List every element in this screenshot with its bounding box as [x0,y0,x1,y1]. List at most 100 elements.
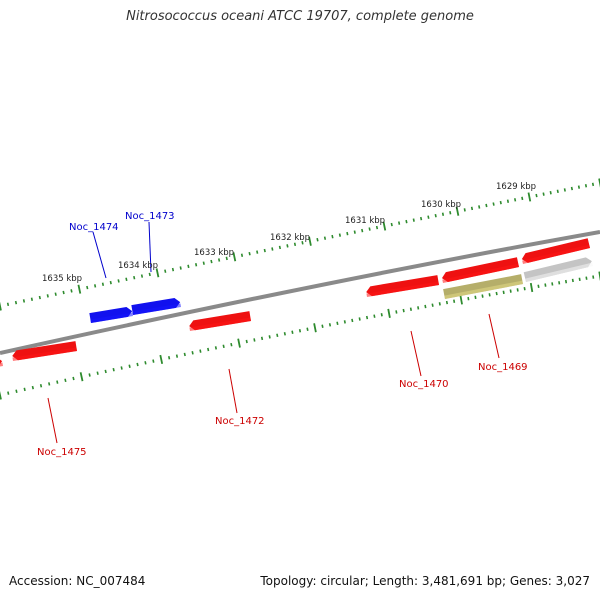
minor-tick [463,208,466,212]
scale-label-1630: 1630 kbp [421,200,461,210]
minor-tick [438,302,441,306]
minor-tick [293,242,297,247]
minor-tick [395,310,398,314]
minor-tick [571,278,574,283]
major-tick [387,308,391,318]
minor-tick [516,288,519,292]
minor-tick [441,212,445,216]
minor-tick [591,182,595,187]
minor-tick [202,261,205,265]
minor-tick [397,221,401,225]
major-tick [313,323,317,333]
gene-label-noc-1469: Noc_1469 [478,362,528,373]
gene-arrow-shade [90,312,133,323]
minor-tick [402,308,405,313]
minor-tick [253,338,256,342]
gene-arrow-shade [189,317,251,331]
minor-tick [481,294,484,298]
label-leaders [47,221,500,444]
minor-tick [15,389,18,394]
scale-label-1632: 1632 kbp [270,233,310,243]
gene-features [0,238,593,367]
minor-tick [256,250,259,254]
minor-tick [140,274,144,278]
minor-tick [64,378,67,383]
minor-tick [39,384,43,388]
minor-tick [179,266,182,270]
minor-tick [564,279,568,284]
minor-tick [521,196,524,201]
minor-tick [183,352,186,357]
minor-tick [570,186,573,191]
minor-tick [263,248,266,253]
minor-tick [368,227,371,231]
minor-tick [542,192,545,196]
minor-tick [283,332,286,336]
minor-tick [390,222,393,227]
scale-label-1635: 1635 kbp [42,274,82,284]
minor-tick [152,359,155,363]
minor-tick [412,218,415,222]
minor-tick [298,329,302,333]
minor-tick [7,391,10,395]
minor-tick [191,351,194,355]
minor-tick [523,286,526,291]
label-leader-line [228,368,238,414]
minor-tick [171,267,175,272]
minor-tick [478,205,481,209]
gene-arrow-shade [444,280,523,299]
major-tick [527,192,532,202]
minor-tick [88,373,91,377]
gene-arrow-shade [525,262,593,282]
minor-tick [431,303,434,307]
minor-tick [427,215,430,219]
minor-tick [495,291,498,296]
minor-tick [556,189,559,194]
minor-tick [230,342,233,347]
minor-tick [470,206,474,211]
label-leader-line [410,330,422,377]
minor-tick [375,225,379,230]
gene-arrow-shade [366,281,439,297]
minor-tick [592,275,595,279]
major-tick [308,236,312,246]
minor-tick [306,327,309,331]
minor-tick [405,219,408,224]
minor-tick [434,213,437,218]
minor-tick [351,318,354,323]
minor-tick [301,241,304,245]
minor-tick [23,387,26,392]
minor-tick [419,216,423,221]
minor-tick [109,280,112,285]
major-tick [455,206,460,216]
scale-label-1634: 1634 kbp [118,261,158,271]
minor-tick [563,188,566,192]
minor-tick [31,385,34,390]
minor-tick [112,367,115,372]
minor-tick [199,349,202,353]
gene-label-noc-1472: Noc_1472 [215,416,265,427]
label-leader-line [47,397,58,444]
gene-arrow-shade [132,303,181,315]
minor-tick [175,354,179,358]
minor-tick [120,366,123,370]
minor-tick [148,272,151,277]
major-tick [0,301,2,311]
minor-tick [86,285,89,290]
minor-tick [488,293,491,297]
label-leader-line [92,231,107,279]
minor-tick [133,275,136,280]
minor-tick [499,200,502,205]
minor-tick [551,282,554,286]
scale-label-1631: 1631 kbp [345,216,385,226]
minor-tick [207,347,210,352]
minor-tick [361,228,364,233]
minor-tick [48,382,51,386]
label-leader-line [488,313,500,359]
major-tick [598,178,600,188]
minor-tick [38,295,41,300]
minor-tick [144,361,147,365]
minor-tick [558,281,561,285]
minor-tick [104,369,107,374]
